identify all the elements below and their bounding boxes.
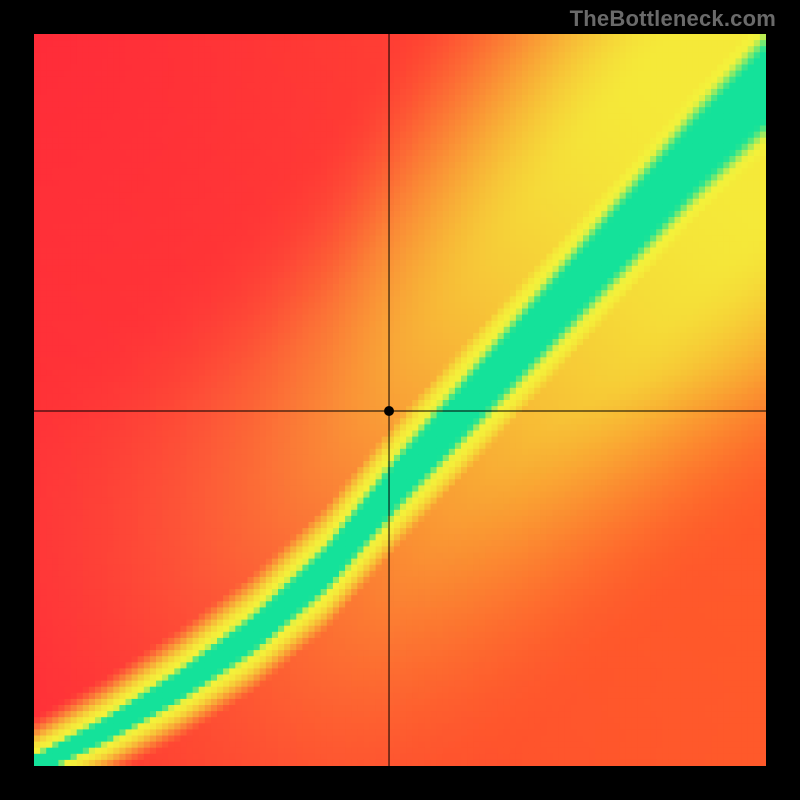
heatmap-plot [34,34,766,766]
heatmap-svg [34,34,766,766]
watermark-text: TheBottleneck.com [570,6,776,32]
bottleneck-chart: TheBottleneck.com [0,0,800,800]
crosshair-marker [384,406,394,416]
